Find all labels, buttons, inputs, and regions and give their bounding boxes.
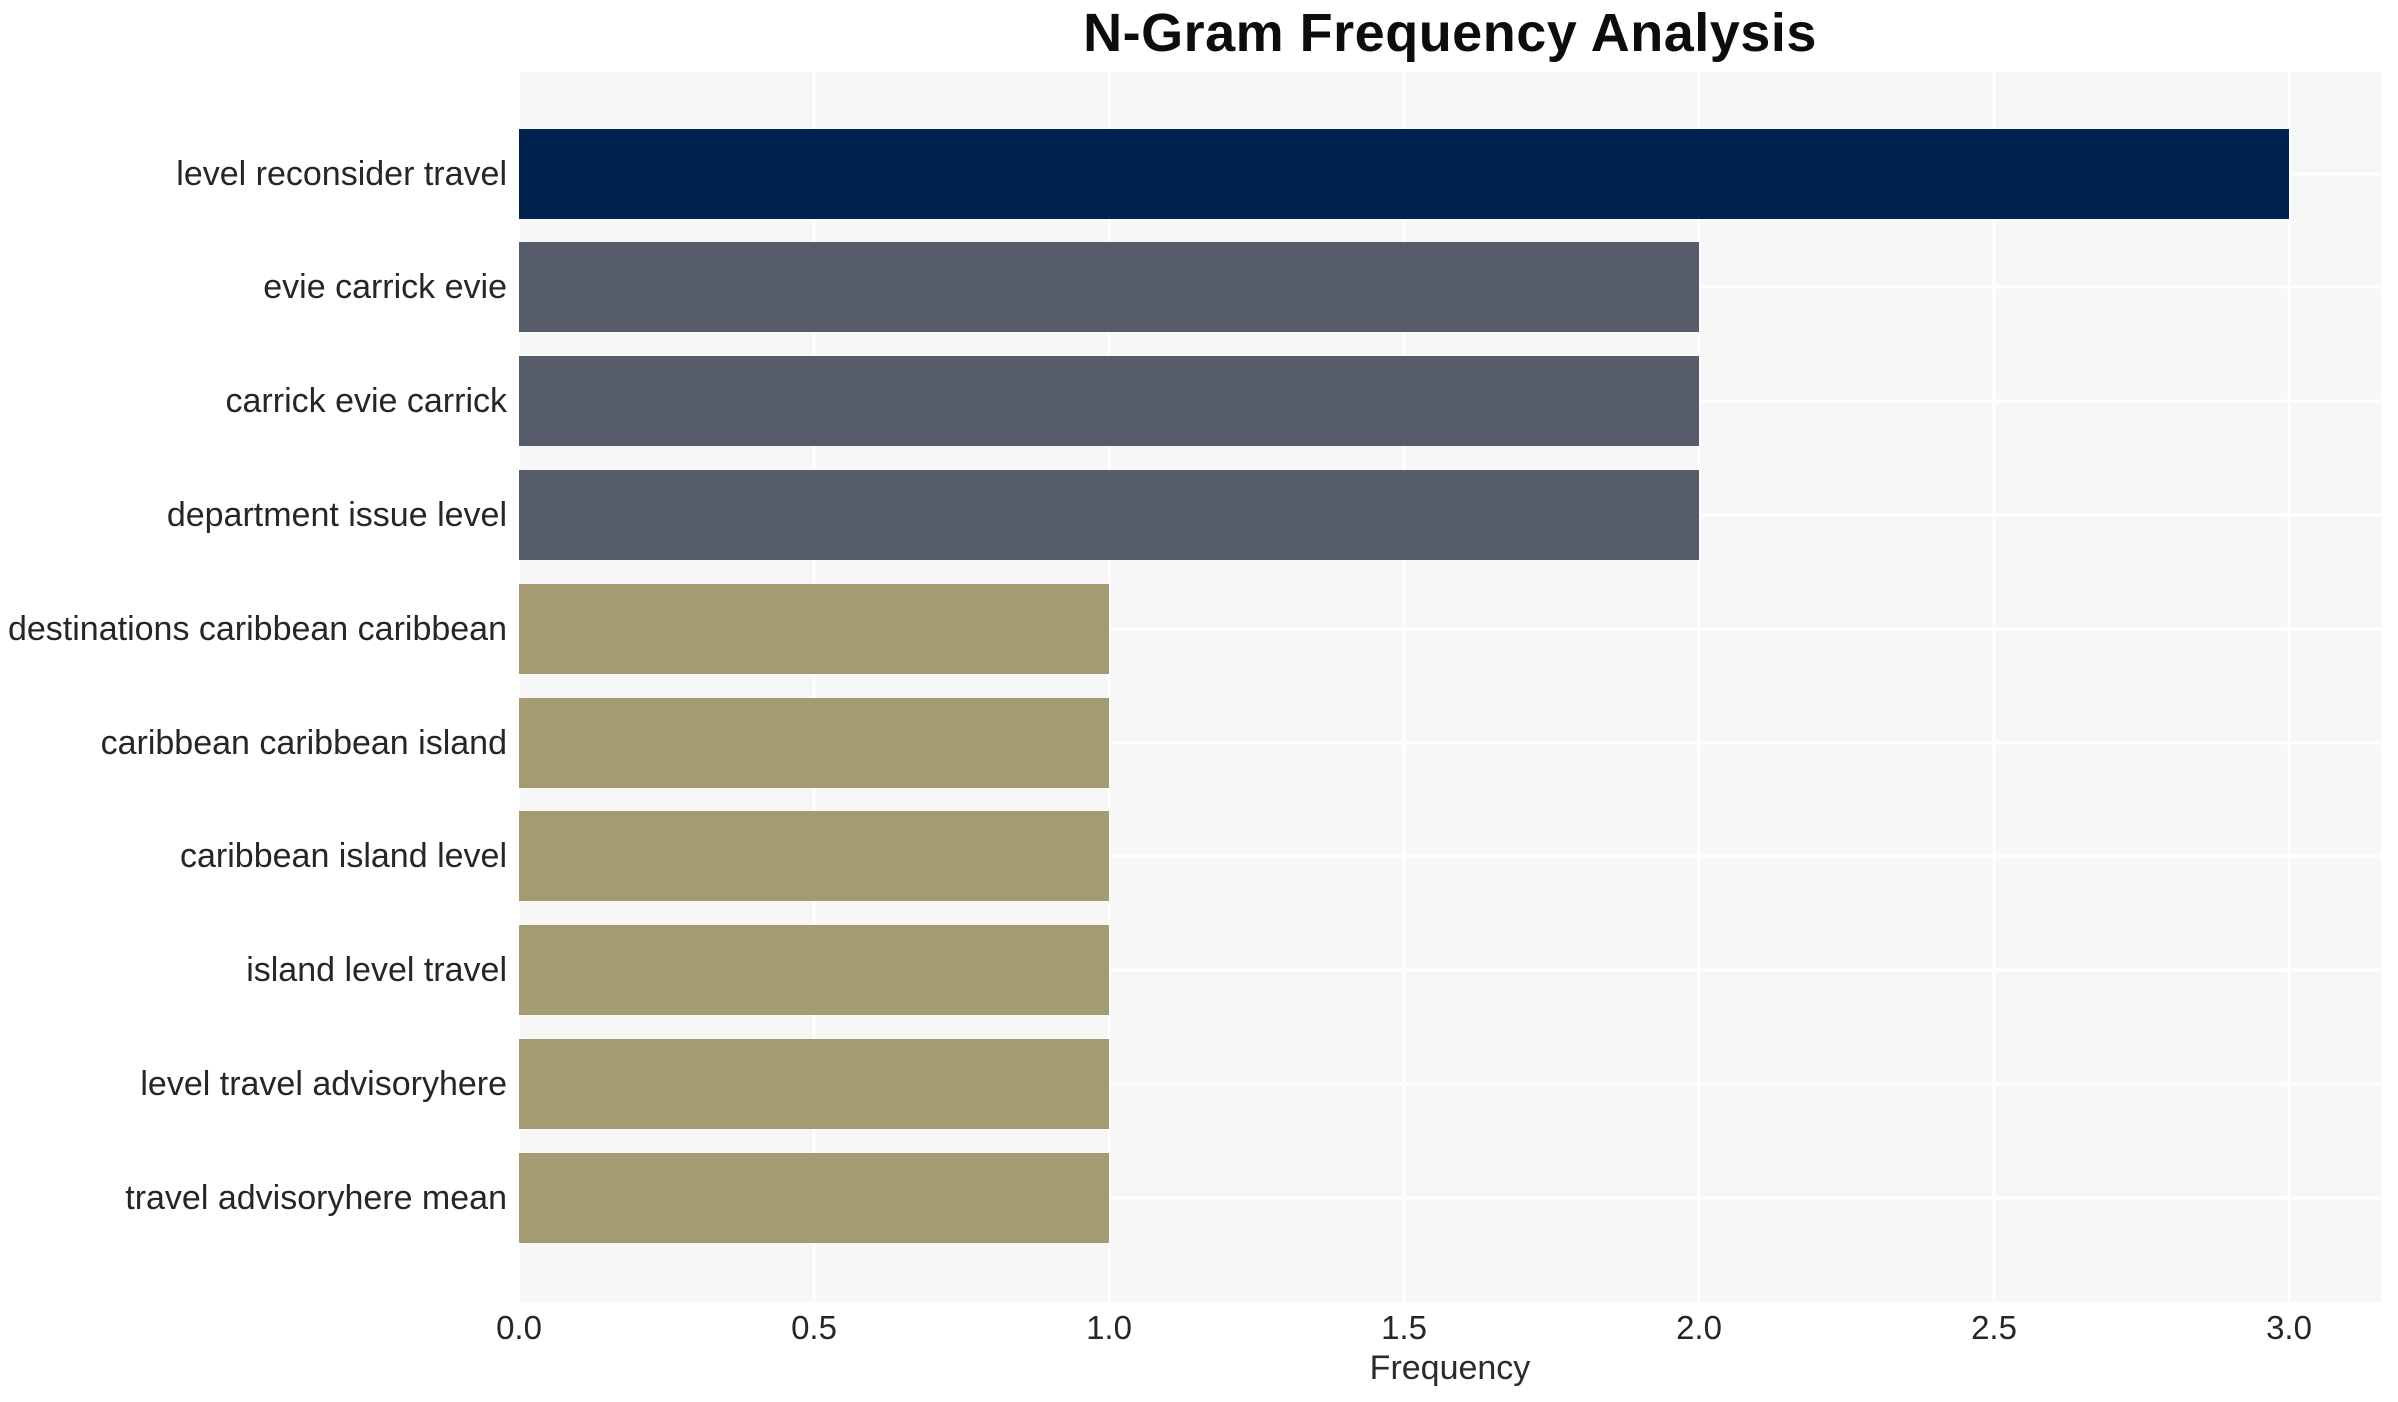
x-gridline bbox=[2287, 72, 2291, 1302]
bar-5 bbox=[519, 583, 1109, 674]
x-tick-label: 1.0 bbox=[1086, 1309, 1132, 1346]
y-gridline bbox=[519, 968, 2381, 972]
x-tick-label: 2.5 bbox=[1971, 1309, 2017, 1346]
bar-8 bbox=[519, 925, 1109, 1016]
bar-4 bbox=[519, 469, 1699, 560]
y-gridline bbox=[519, 627, 2381, 631]
x-tick-label: 1.5 bbox=[1381, 1309, 1427, 1346]
y-tick-label: department issue level bbox=[166, 495, 507, 534]
x-gridline bbox=[519, 72, 521, 1302]
x-tick-label: 0.0 bbox=[496, 1309, 542, 1346]
y-tick-label: caribbean caribbean island bbox=[100, 723, 507, 762]
chart-title: N-Gram Frequency Analysis bbox=[1083, 3, 1817, 63]
y-gridline bbox=[519, 854, 2381, 858]
bar-9 bbox=[519, 1038, 1109, 1129]
x-tick-label: 0.5 bbox=[791, 1309, 837, 1346]
bar-10 bbox=[519, 1152, 1109, 1243]
bar-7 bbox=[519, 811, 1109, 902]
y-gridline bbox=[519, 741, 2381, 744]
y-tick-label: level reconsider travel bbox=[176, 154, 507, 193]
x-gridline bbox=[1992, 72, 1996, 1302]
x-tick-label: 2.0 bbox=[1676, 1309, 1722, 1346]
y-gridline bbox=[519, 1196, 2381, 1200]
y-tick-label: level travel advisoryhere bbox=[140, 1064, 507, 1103]
y-gridline bbox=[519, 1082, 2381, 1086]
x-tick-label: 3.0 bbox=[2266, 1309, 2312, 1346]
bar-2 bbox=[519, 242, 1699, 333]
y-tick-label: evie carrick evie bbox=[263, 268, 507, 307]
y-tick-label: island level travel bbox=[246, 951, 507, 990]
x-gridline bbox=[1697, 72, 1701, 1302]
x-axis-label: Frequency bbox=[1369, 1349, 1531, 1387]
y-tick-label: destinations caribbean caribbean bbox=[7, 609, 507, 648]
y-tick-label: caribbean island level bbox=[180, 837, 507, 876]
bar-1 bbox=[519, 128, 2289, 219]
x-gridline bbox=[1107, 72, 1111, 1302]
y-tick-label: travel advisoryhere mean bbox=[125, 1178, 507, 1217]
y-tick-label: carrick evie carrick bbox=[225, 382, 507, 421]
x-gridline bbox=[812, 72, 816, 1302]
plot-area bbox=[519, 72, 2381, 1302]
x-gridline bbox=[1402, 72, 1406, 1302]
bar-3 bbox=[519, 356, 1699, 447]
bar-6 bbox=[519, 697, 1109, 788]
